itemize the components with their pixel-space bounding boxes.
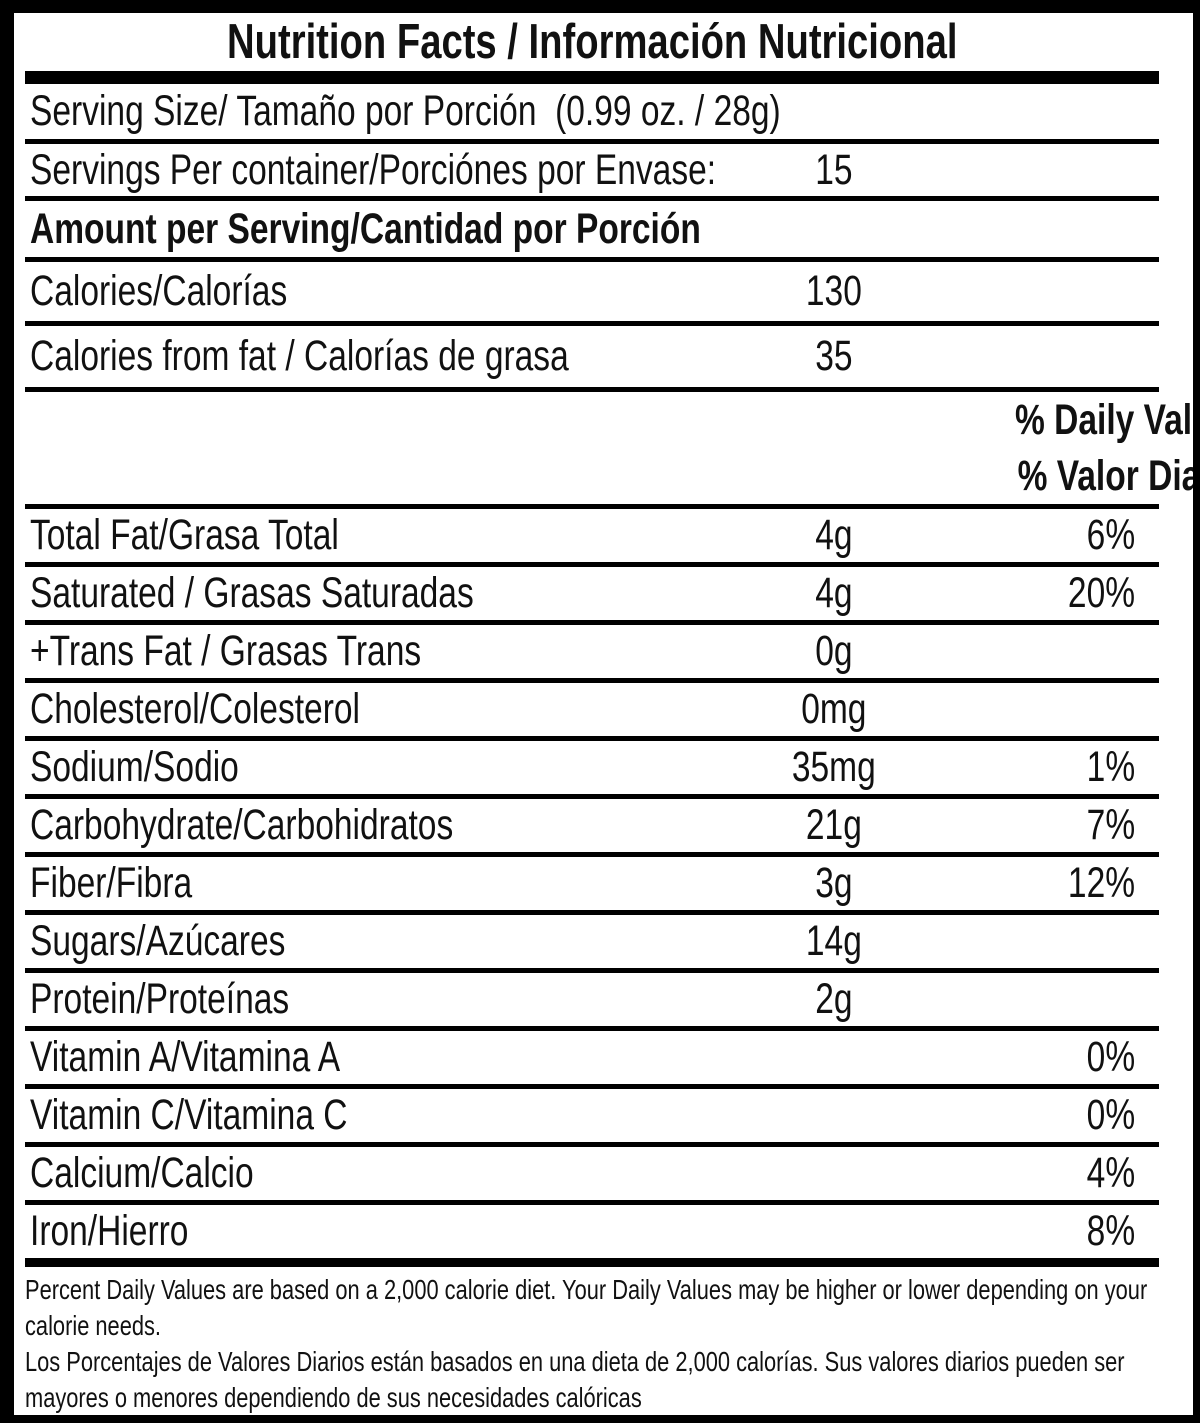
- nutrient-label: Vitamin C/Vitamina C: [30, 1091, 348, 1140]
- nutrient-percent: 1%: [1086, 743, 1135, 792]
- footnotes: Percent Daily Values are based on a 2,00…: [25, 1267, 1159, 1415]
- footnote-english: Percent Daily Values are based on a 2,00…: [25, 1274, 1148, 1342]
- serving-size-row: Serving Size/ Tamaño por Porción (0.99 o…: [25, 84, 1159, 145]
- nutrient-amount: 21g: [806, 801, 862, 850]
- nutrient-amount: 3g: [815, 859, 853, 908]
- nutrient-label: Iron/Hierro: [30, 1207, 189, 1256]
- nutrient-percent: 0%: [1086, 1091, 1135, 1140]
- label-title-row: Nutrition Facts / Información Nutriciona…: [25, 13, 1159, 71]
- nutrient-amount: 35mg: [792, 743, 876, 792]
- calories-label: Calories/Calorías: [30, 267, 288, 316]
- title-divider: [25, 71, 1159, 85]
- nutrient-percent: 8%: [1086, 1207, 1135, 1256]
- nutrient-label: Protein/Proteínas: [30, 975, 290, 1024]
- calories-row: Calories/Calorías 130: [25, 262, 1159, 327]
- nutrient-label: Cholesterol/Colesterol: [30, 685, 360, 734]
- nutrient-percent: 4%: [1086, 1149, 1135, 1198]
- nutrient-row-fiber: Fiber/Fibra 3g 12%: [25, 857, 1159, 916]
- nutrient-percent: 0%: [1086, 1033, 1135, 1082]
- nutrient-row-calcium: Calcium/Calcio 4%: [25, 1147, 1159, 1206]
- nutrient-label: Sodium/Sodio: [30, 743, 239, 792]
- serving-size-text: Serving Size/ Tamaño por Porción (0.99 o…: [30, 87, 781, 136]
- nutrient-label: Saturated / Grasas Saturadas: [30, 569, 474, 618]
- nutrient-percent: 6%: [1086, 511, 1135, 560]
- nutrient-row-protein: Protein/Proteínas 2g: [25, 973, 1159, 1032]
- nutrient-percent: 7%: [1086, 801, 1135, 850]
- nutrient-row-trans-fat: +Trans Fat / Grasas Trans 0g: [25, 625, 1159, 684]
- nutrient-row-sodium: Sodium/Sodio 35mg 1%: [25, 741, 1159, 800]
- nutrient-label: Carbohydrate/Carbohidratos: [30, 801, 454, 850]
- nutrient-row-vitamin-c: Vitamin C/Vitamina C 0%: [25, 1089, 1159, 1148]
- servings-per-container-value: 15: [815, 145, 853, 194]
- label-title: Nutrition Facts / Información Nutriciona…: [226, 15, 958, 70]
- amount-per-serving-heading-row: Amount per Serving/Cantidad por Porción: [25, 201, 1159, 263]
- nutrient-label: Total Fat/Grasa Total: [30, 511, 339, 560]
- nutrient-label: +Trans Fat / Grasas Trans: [30, 627, 422, 676]
- daily-value-header-es-row: % Valor Diario: [25, 449, 1193, 510]
- nutrient-label: Fiber/Fibra: [30, 859, 193, 908]
- nutrient-label: Calcium/Calcio: [30, 1149, 254, 1198]
- calories-value: 130: [806, 267, 862, 316]
- servings-per-container-label: Servings Per container/Porciónes por Env…: [30, 145, 717, 194]
- nutrient-amount: 4g: [815, 569, 853, 618]
- footnote-divider: [25, 1258, 1159, 1268]
- nutrient-row-cholesterol: Cholesterol/Colesterol 0mg: [25, 683, 1159, 742]
- daily-value-header-en: % Daily Value: [1014, 396, 1193, 445]
- nutrient-row-vitamin-a: Vitamin A/Vitamina A 0%: [25, 1031, 1159, 1090]
- nutrient-label: Sugars/Azúcares: [30, 917, 286, 966]
- nutrient-amount: 0g: [815, 627, 853, 676]
- footnote-spanish: Los Porcentajes de Valores Diarios están…: [25, 1346, 1125, 1414]
- nutrient-percent: 20%: [1067, 569, 1135, 618]
- calories-from-fat-row: Calories from fat / Calorías de grasa 35: [25, 326, 1159, 393]
- calories-from-fat-label: Calories from fat / Calorías de grasa: [30, 332, 569, 381]
- nutrient-row-carbohydrate: Carbohydrate/Carbohidratos 21g 7%: [25, 799, 1159, 858]
- nutrient-row-iron: Iron/Hierro 8%: [25, 1205, 1159, 1258]
- nutrient-label: Vitamin A/Vitamina A: [30, 1033, 341, 1082]
- nutrient-row-saturated-fat: Saturated / Grasas Saturadas 4g 20%: [25, 567, 1159, 626]
- nutrient-amount: 14g: [806, 917, 862, 966]
- nutrient-row-sugars: Sugars/Azúcares 14g: [25, 915, 1159, 974]
- nutrient-amount: 2g: [815, 975, 853, 1024]
- nutrient-amount: 0mg: [801, 685, 867, 734]
- servings-per-container-row: Servings Per container/Porciónes por Env…: [25, 144, 1159, 202]
- amount-per-serving-heading: Amount per Serving/Cantidad por Porción: [30, 204, 701, 253]
- calories-from-fat-value: 35: [815, 332, 853, 381]
- daily-value-header-en-row: % Daily Value: [25, 392, 1193, 449]
- nutrient-row-total-fat: Total Fat/Grasa Total 4g 6%: [25, 509, 1159, 568]
- daily-value-header-es: % Valor Diario: [1017, 452, 1200, 501]
- nutrient-amount: 4g: [815, 511, 853, 560]
- nutrient-percent: 12%: [1067, 859, 1135, 908]
